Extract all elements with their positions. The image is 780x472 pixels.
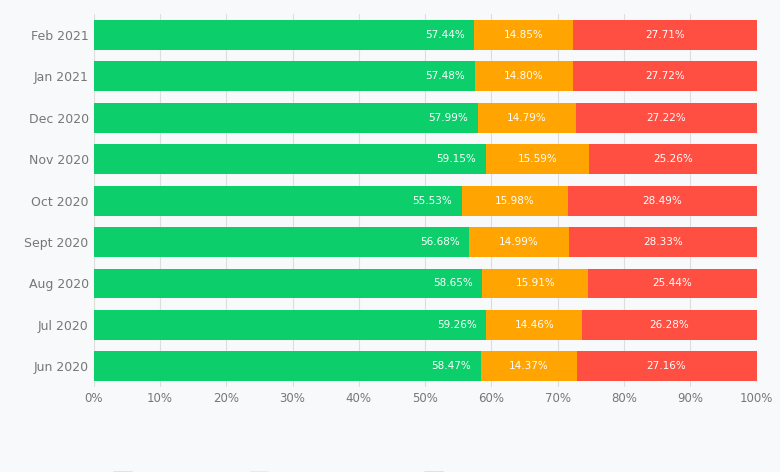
Bar: [94, 269, 483, 298]
Text: 27.72%: 27.72%: [645, 71, 685, 81]
Bar: [573, 61, 757, 91]
Text: 26.28%: 26.28%: [650, 320, 690, 330]
Text: 59.15%: 59.15%: [436, 154, 476, 164]
Bar: [481, 352, 576, 381]
Bar: [470, 227, 569, 257]
Bar: [573, 20, 757, 50]
Text: 28.49%: 28.49%: [642, 195, 682, 206]
Text: 27.71%: 27.71%: [645, 30, 685, 40]
Bar: [583, 310, 757, 340]
Text: 56.68%: 56.68%: [420, 237, 459, 247]
Text: 27.22%: 27.22%: [647, 113, 686, 123]
Bar: [568, 185, 757, 216]
Bar: [94, 185, 462, 216]
Text: 15.91%: 15.91%: [516, 278, 555, 288]
Bar: [94, 61, 475, 91]
Bar: [576, 352, 757, 381]
Bar: [483, 269, 588, 298]
Text: 14.85%: 14.85%: [504, 30, 544, 40]
Bar: [94, 20, 474, 50]
Text: 57.44%: 57.44%: [425, 30, 464, 40]
Bar: [569, 227, 757, 257]
Bar: [588, 269, 757, 298]
Text: 57.99%: 57.99%: [428, 113, 468, 123]
Text: 15.98%: 15.98%: [495, 195, 534, 206]
Text: 14.99%: 14.99%: [499, 237, 539, 247]
Bar: [486, 144, 589, 174]
Text: 27.16%: 27.16%: [647, 362, 686, 371]
Bar: [94, 144, 486, 174]
Text: 55.53%: 55.53%: [412, 195, 452, 206]
Text: 28.33%: 28.33%: [643, 237, 682, 247]
Bar: [94, 103, 478, 133]
Bar: [475, 61, 573, 91]
Text: 59.26%: 59.26%: [437, 320, 477, 330]
Bar: [462, 185, 568, 216]
Text: 25.26%: 25.26%: [653, 154, 693, 164]
Text: 14.79%: 14.79%: [507, 113, 547, 123]
Bar: [94, 352, 481, 381]
Text: 14.37%: 14.37%: [509, 362, 549, 371]
Bar: [589, 144, 757, 174]
Bar: [576, 103, 757, 133]
Text: 58.65%: 58.65%: [433, 278, 473, 288]
Bar: [487, 310, 583, 340]
Text: 14.80%: 14.80%: [504, 71, 544, 81]
Text: 14.46%: 14.46%: [515, 320, 555, 330]
Bar: [474, 20, 573, 50]
Text: 15.59%: 15.59%: [518, 154, 558, 164]
Bar: [478, 103, 576, 133]
Text: 58.47%: 58.47%: [431, 362, 471, 371]
Bar: [94, 227, 470, 257]
Text: 25.44%: 25.44%: [652, 278, 692, 288]
Text: 57.48%: 57.48%: [425, 71, 465, 81]
Bar: [94, 310, 487, 340]
